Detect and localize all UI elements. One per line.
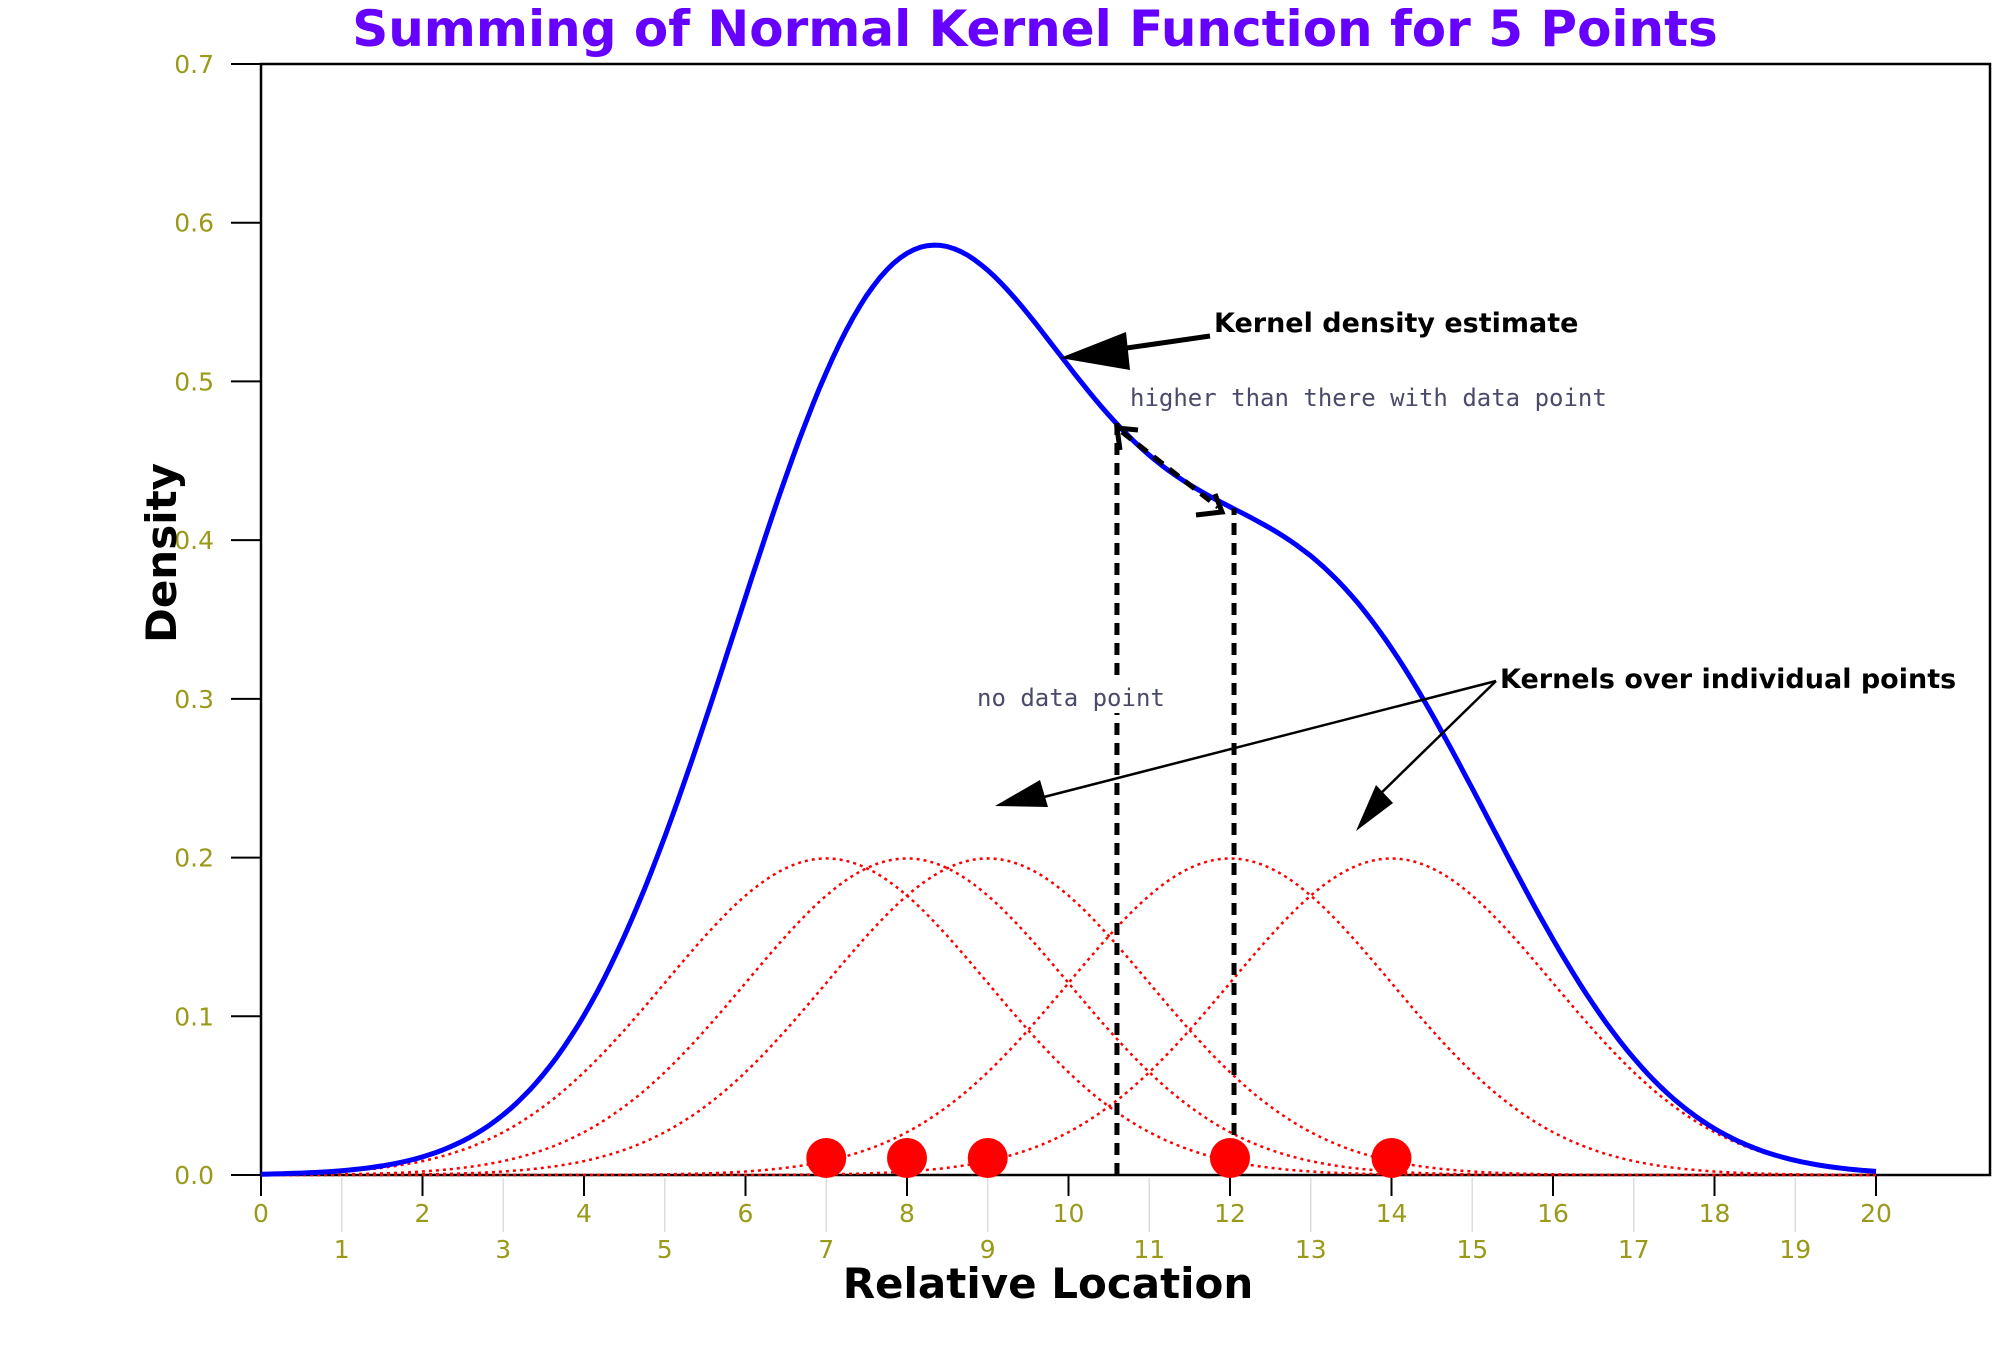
x-axis: 0 2 4 6 8 10 12 14 16 18 201 3 5 7 9 11 13 15 17 19	[253, 1175, 1892, 1264]
x-axis-title: Relative Location	[843, 1259, 1254, 1308]
x-tick-label: 1	[334, 1235, 350, 1264]
annotation-kde: Kernel density estimate	[1060, 308, 1578, 370]
x-tick-label: 5	[657, 1235, 673, 1264]
plot-frame	[259, 62, 1992, 1177]
x-tick-label: 15	[1456, 1235, 1488, 1264]
x-tick-label: 7	[818, 1235, 834, 1264]
y-axis: 0.0 0.1 0.2 0.3 0.4 0.5 0.6 0.7	[174, 50, 261, 1190]
annotation-no-data: no data point	[975, 675, 1165, 713]
x-tick-label: 9	[980, 1235, 996, 1264]
kernel-curve	[260, 857, 1876, 1177]
kernel-curve	[261, 857, 1876, 1177]
x-tick-label: 12	[1214, 1199, 1246, 1228]
y-tick-label: 0.6	[174, 209, 214, 238]
x-tick-label: 17	[1618, 1235, 1650, 1264]
x-tick-label: 19	[1779, 1235, 1811, 1264]
arrowhead-icon	[1060, 332, 1130, 370]
x-tick-label: 3	[495, 1235, 511, 1264]
kernel-curve	[261, 857, 1876, 1177]
x-tick-label: 10	[1053, 1199, 1085, 1228]
data-point-marker	[887, 1138, 927, 1178]
x-tick-label: 0	[253, 1199, 269, 1228]
annotation-kernels-label: Kernels over individual points	[1500, 664, 1956, 695]
x-tick-label: 11	[1133, 1235, 1165, 1264]
arrowhead-left-icon	[995, 780, 1048, 807]
y-tick-label: 0.5	[174, 367, 214, 396]
data-points	[806, 1138, 1412, 1178]
x-tick-label: 4	[576, 1199, 592, 1228]
y-tick-label: 0.7	[174, 50, 214, 79]
data-point-marker	[1371, 1138, 1412, 1178]
annotation-higher-label: higher than there with data point	[1130, 384, 1607, 412]
kde-curve	[260, 242, 1877, 1177]
reference-lines	[1114, 416, 1237, 1175]
arrowhead-down-icon	[1195, 493, 1226, 518]
x-tick-label: 20	[1860, 1199, 1892, 1228]
data-point-marker	[806, 1138, 847, 1178]
annotation-no-data-label: no data point	[977, 684, 1165, 712]
y-axis-title: Density	[137, 463, 186, 643]
data-point-marker	[967, 1138, 1008, 1178]
x-tick-label: 6	[738, 1199, 754, 1228]
y-tick-label: 0.2	[174, 844, 214, 873]
kernel-curve	[261, 857, 1876, 1177]
y-tick-label: 0.1	[174, 1002, 214, 1031]
kernel-curve	[261, 857, 1877, 1177]
data-point-marker	[1210, 1138, 1250, 1178]
x-tick-label: 8	[899, 1199, 915, 1228]
x-tick-label: 14	[1376, 1199, 1408, 1228]
x-tick-label: 13	[1295, 1235, 1327, 1264]
arrowhead-up-icon	[1114, 425, 1139, 451]
x-tick-label: 2	[415, 1199, 431, 1228]
y-tick-label: 0.0	[174, 1161, 214, 1190]
kernel-curves	[260, 857, 1877, 1177]
y-tick-label: 0.3	[174, 685, 214, 714]
annotation-kde-label: Kernel density estimate	[1214, 308, 1578, 339]
chart-title: Summing of Normal Kernel Function for 5 …	[352, 0, 1718, 58]
annotation-higher: higher than there with data point	[1114, 384, 1607, 518]
annotation-kernels: Kernels over individual points	[995, 664, 1956, 831]
x-tick-label: 18	[1699, 1199, 1731, 1228]
y-tick-label: 0.4	[174, 526, 214, 555]
arrowhead-down-left-icon	[1356, 785, 1393, 831]
x-tick-label: 16	[1537, 1199, 1569, 1228]
